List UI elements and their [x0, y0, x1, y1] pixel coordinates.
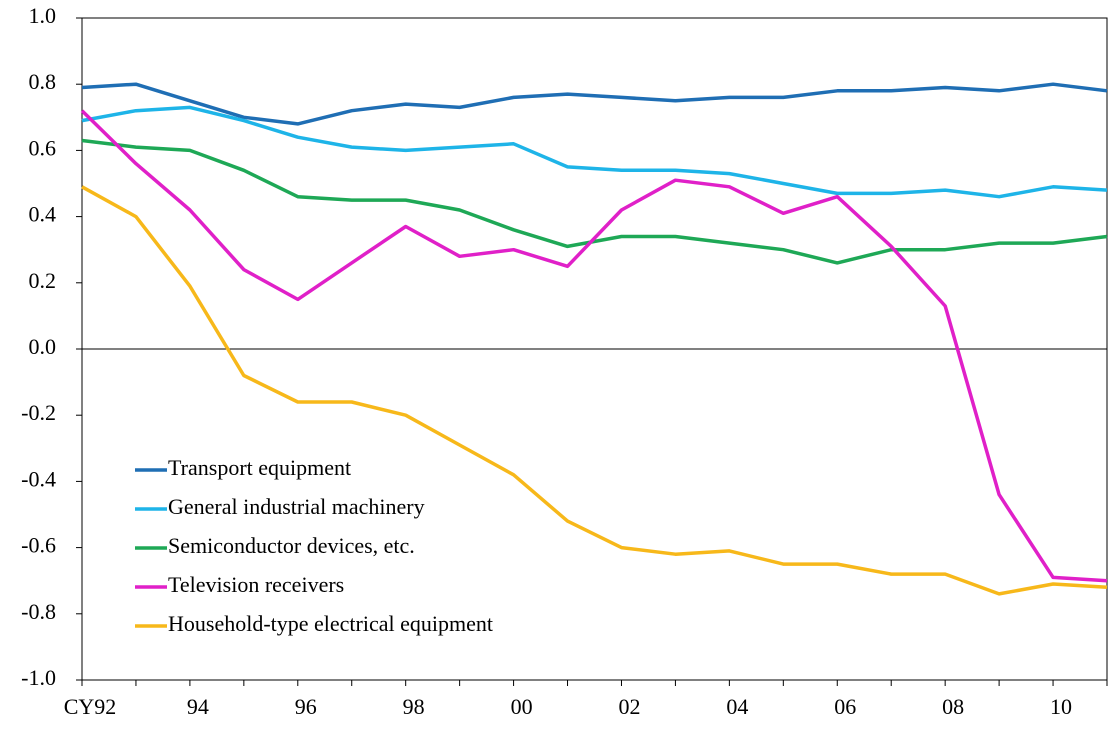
plot-frame	[81, 17, 1108, 681]
x-tick-label: 00	[511, 694, 533, 719]
y-tick-label: 0.4	[29, 202, 57, 227]
series-line	[81, 185, 1108, 596]
legend-label: Household-type electrical equipment	[168, 611, 493, 636]
x-tick-label: 98	[403, 694, 425, 719]
x-tick-label: 06	[834, 694, 856, 719]
y-tick-label: -0.6	[21, 533, 56, 558]
y-tick-label: 0.8	[29, 69, 57, 94]
legend-label: General industrial machinery	[168, 494, 425, 519]
y-tick-label: -1.0	[21, 665, 56, 690]
x-tick-label: 94	[187, 694, 209, 719]
x-tick-label: 02	[618, 694, 640, 719]
series-line	[81, 82, 1108, 126]
y-tick-label: -0.4	[21, 466, 56, 491]
y-tick-label: -0.8	[21, 599, 56, 624]
x-tick-label: 96	[295, 694, 317, 719]
x-tick-label: 04	[726, 694, 748, 719]
series-line	[81, 105, 1108, 199]
legend-label: Television receivers	[168, 572, 344, 597]
x-tick-label: 08	[942, 694, 964, 719]
y-tick-label: -0.2	[21, 400, 56, 425]
y-tick-label: 1.0	[29, 3, 57, 28]
series-line	[81, 138, 1108, 265]
y-tick-label: 0.6	[29, 135, 57, 160]
x-tick-label: CY92	[64, 694, 117, 719]
y-tick-label: 0.2	[29, 268, 57, 293]
series-line	[80, 109, 1108, 583]
legend-label: Transport equipment	[168, 455, 351, 480]
legend-label: Semiconductor devices, etc.	[168, 533, 415, 558]
y-tick-label: 0.0	[29, 334, 57, 359]
x-tick-label: 10	[1050, 694, 1072, 719]
